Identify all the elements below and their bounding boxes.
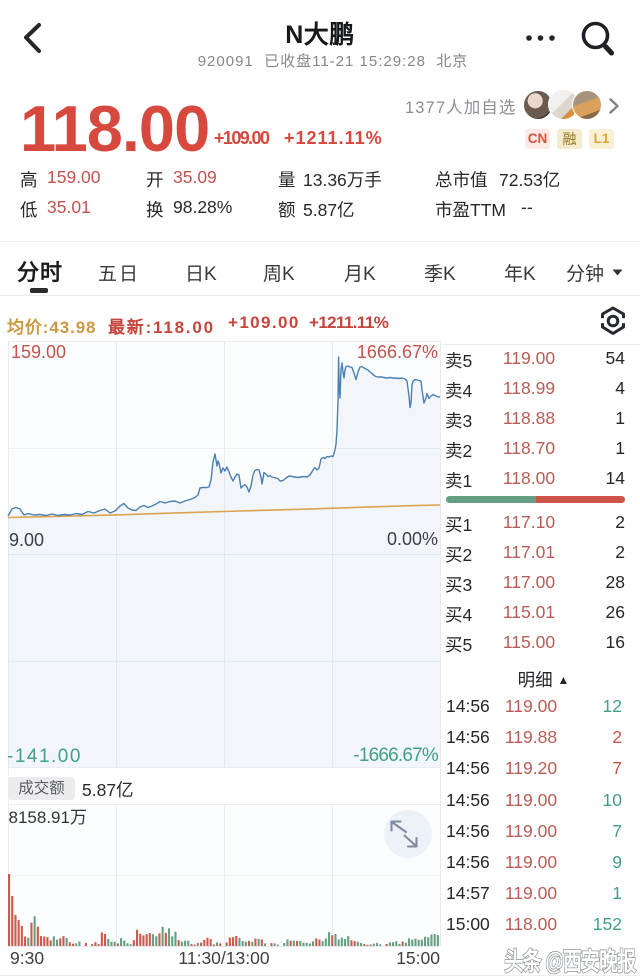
svg-text:头条 @西安晚报: 头条 @西安晚报 — [505, 947, 637, 975]
